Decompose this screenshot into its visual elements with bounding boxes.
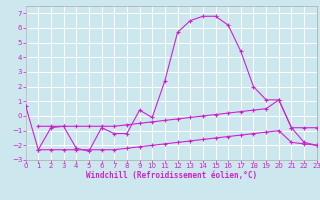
- X-axis label: Windchill (Refroidissement éolien,°C): Windchill (Refroidissement éolien,°C): [86, 171, 257, 180]
